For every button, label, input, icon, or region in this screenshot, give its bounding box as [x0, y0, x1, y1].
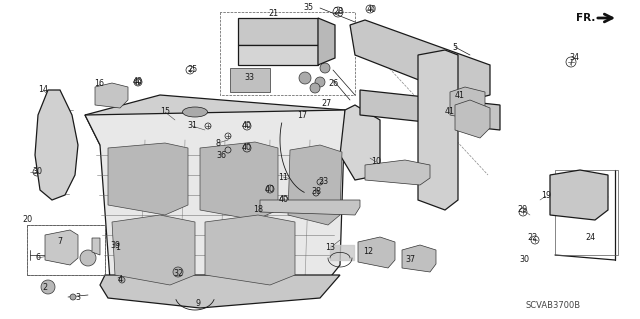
Polygon shape [360, 90, 500, 130]
Polygon shape [418, 50, 458, 210]
Text: 40: 40 [279, 196, 289, 204]
Polygon shape [35, 90, 78, 200]
Polygon shape [108, 143, 188, 215]
Polygon shape [200, 142, 278, 220]
Text: 11: 11 [278, 173, 288, 182]
Text: 41: 41 [445, 107, 455, 115]
Text: 34: 34 [569, 54, 579, 63]
Polygon shape [238, 45, 318, 65]
Circle shape [41, 280, 55, 294]
Text: 6: 6 [35, 254, 40, 263]
Circle shape [119, 277, 125, 283]
Text: 30: 30 [519, 256, 529, 264]
Text: 7: 7 [58, 236, 63, 246]
Polygon shape [365, 160, 430, 185]
Text: 21: 21 [268, 10, 278, 19]
Text: 33: 33 [244, 72, 254, 81]
Polygon shape [238, 18, 318, 45]
Text: SCVAB3700B: SCVAB3700B [525, 300, 580, 309]
Polygon shape [350, 20, 490, 100]
Polygon shape [92, 238, 100, 255]
Polygon shape [95, 83, 128, 108]
Text: 17: 17 [297, 112, 307, 121]
Text: 40: 40 [367, 4, 377, 13]
Polygon shape [112, 215, 195, 285]
Text: 25: 25 [188, 65, 198, 75]
Polygon shape [450, 87, 485, 120]
Text: 40: 40 [133, 78, 143, 86]
Text: 15: 15 [160, 108, 170, 116]
Text: 20: 20 [22, 216, 32, 225]
Text: 18: 18 [253, 204, 263, 213]
Polygon shape [358, 237, 395, 268]
Text: 14: 14 [38, 85, 48, 94]
Polygon shape [318, 18, 335, 65]
Polygon shape [85, 110, 345, 300]
Polygon shape [205, 215, 295, 285]
Text: 4: 4 [118, 276, 122, 285]
Polygon shape [455, 100, 490, 138]
Text: 24: 24 [585, 233, 595, 241]
Polygon shape [260, 200, 360, 215]
Text: 39: 39 [110, 241, 120, 250]
Polygon shape [550, 170, 608, 220]
Polygon shape [230, 68, 270, 92]
Text: 10: 10 [371, 158, 381, 167]
Text: 9: 9 [195, 300, 200, 308]
Text: 37: 37 [405, 256, 415, 264]
Text: 1: 1 [115, 243, 120, 253]
Text: 32: 32 [173, 270, 183, 278]
Text: 28: 28 [333, 8, 343, 17]
Circle shape [173, 267, 183, 277]
Text: 41: 41 [455, 92, 465, 100]
Text: 31: 31 [187, 122, 197, 130]
Text: 35: 35 [303, 4, 313, 12]
Text: 5: 5 [452, 42, 458, 51]
Text: 3: 3 [76, 293, 81, 301]
Text: 19: 19 [541, 191, 551, 201]
Polygon shape [402, 245, 436, 272]
Text: FR.: FR. [575, 13, 595, 23]
Text: 22: 22 [528, 234, 538, 242]
Text: 36: 36 [216, 151, 226, 160]
Text: 29: 29 [518, 205, 528, 214]
Circle shape [80, 250, 96, 266]
Text: 26: 26 [328, 78, 338, 87]
Text: 40: 40 [242, 144, 252, 152]
Polygon shape [85, 95, 345, 145]
Text: 12: 12 [363, 248, 373, 256]
Polygon shape [45, 230, 78, 265]
Text: 8: 8 [216, 138, 221, 147]
Circle shape [310, 83, 320, 93]
Text: 16: 16 [94, 79, 104, 88]
Circle shape [70, 294, 76, 300]
Polygon shape [288, 145, 342, 225]
Ellipse shape [182, 107, 207, 117]
Circle shape [299, 72, 311, 84]
Circle shape [315, 77, 325, 87]
Text: 38: 38 [311, 188, 321, 197]
Polygon shape [100, 275, 340, 308]
Text: 2: 2 [42, 283, 47, 292]
Text: 23: 23 [318, 176, 328, 186]
Text: 40: 40 [265, 184, 275, 194]
Polygon shape [340, 105, 380, 180]
Text: 40: 40 [242, 122, 252, 130]
Text: 27: 27 [321, 100, 331, 108]
Circle shape [320, 63, 330, 73]
Text: 30: 30 [32, 167, 42, 176]
Text: 13: 13 [325, 243, 335, 253]
